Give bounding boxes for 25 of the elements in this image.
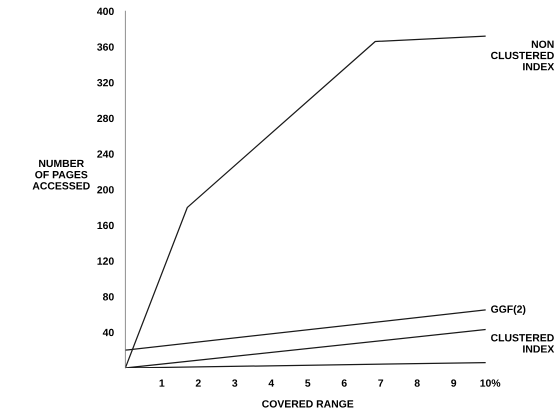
x-tick-label: 7 [378,379,384,387]
y-tick-label: 280 [97,114,114,122]
x-tick-label: 1 [160,379,164,387]
y-tick-label: 120 [97,257,114,265]
x-axis-title: COVERED RANGE [262,400,354,408]
y-tick-label: 200 [97,186,114,194]
x-tick-label: 6 [342,379,347,387]
series-label: CLUSTERED INDEX [491,334,554,353]
y-tick-label: 240 [97,150,114,158]
x-tick-label: 2 [196,379,201,387]
y-tick-label: 160 [97,222,114,230]
x-tick-label: 3 [232,379,238,387]
y-tick-label: 40 [102,328,114,336]
x-tick-label: 9 [451,379,456,387]
x-tick-label: 4 [268,379,274,387]
y-tick-label: 80 [102,293,114,300]
series-label: NON CLUSTERED INDEX [491,40,554,70]
series-label: GGF(2) [491,305,526,315]
y-tick-label: 400 [96,8,114,16]
y-tick-label: 360 [97,43,114,51]
x-tick-label: 10% [480,379,500,387]
y-axis-title: NUMBER OF PAGES ACCESSED [32,160,90,190]
x-tick-label: 5 [305,379,310,387]
x-tick-label: 8 [414,379,420,387]
y-tick-label: 320 [97,79,114,86]
